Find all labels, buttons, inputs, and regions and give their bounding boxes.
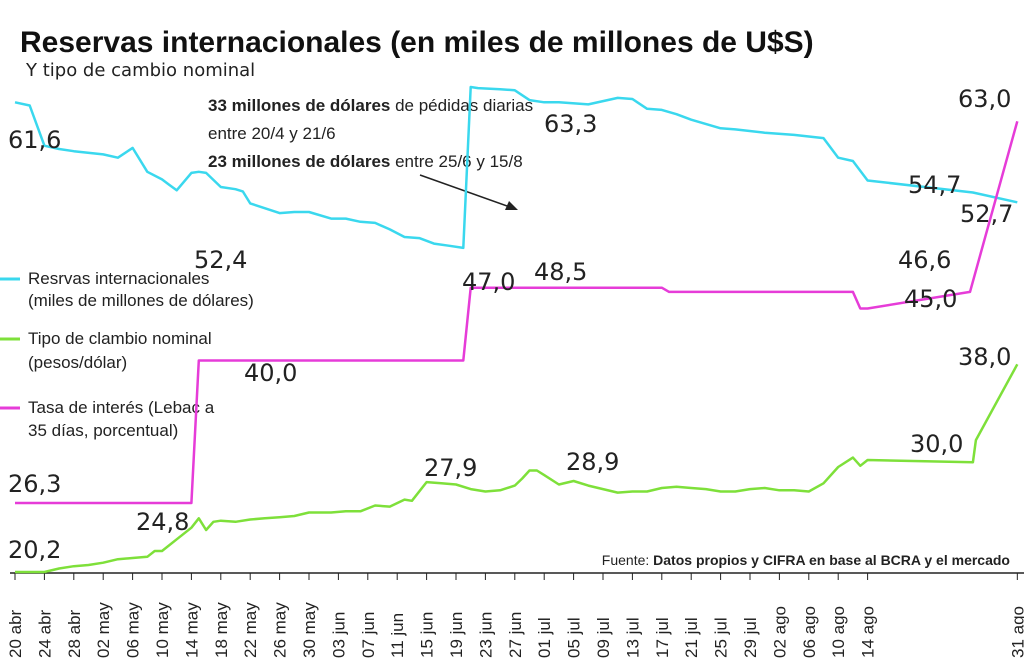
- x-tick-label: 06 may: [124, 602, 143, 658]
- x-tick-label: 05 jul: [565, 617, 584, 658]
- x-tick-label: 23 jun: [476, 612, 495, 658]
- x-tick-label: 10 may: [153, 602, 172, 658]
- data-label: 52,4: [194, 246, 247, 274]
- annotation-line-1-rest: de pédidas diarias: [390, 96, 533, 115]
- x-tick-label: 14 ago: [859, 606, 878, 658]
- x-tick-label: 11 jun: [388, 613, 407, 658]
- x-tick-label: 19 jun: [447, 612, 466, 658]
- series-line-interest-rate: [15, 120, 1019, 505]
- data-label: 48,5: [534, 258, 587, 286]
- x-tick-label: 06 ago: [800, 606, 819, 658]
- plot-area: 20 abr 24 abr 28 abr 02 may 06 may 10 may 14 m…: [6, 85, 1024, 658]
- data-label: 27,9: [424, 454, 477, 482]
- annotation: 33 millones de dólares de pédidas diaria…: [208, 96, 533, 210]
- x-tick-label: 02 ago: [770, 606, 789, 658]
- annotation-line-3-bold: 23 millones de dólares: [208, 152, 390, 171]
- data-label: 52,7: [960, 200, 1013, 228]
- annotation-arrow-head: [505, 201, 518, 210]
- data-label: 61,6: [8, 126, 61, 154]
- data-label: 24,8: [136, 508, 189, 536]
- x-tick-label: 21 jul: [682, 617, 701, 658]
- x-tick-label: 28 abr: [65, 609, 84, 658]
- chart-subtitle: Y tipo de cambio nominal: [25, 60, 255, 81]
- x-tick-label: 07 jun: [359, 612, 378, 658]
- x-tick-label: 30 may: [300, 602, 319, 658]
- x-tick-label: 10 ago: [829, 606, 848, 658]
- x-tick-label: 09 jul: [594, 617, 613, 658]
- x-tick-label: 18 may: [212, 602, 231, 658]
- annotation-line-1: 33 millones de dólares de pédidas diaria…: [208, 96, 533, 115]
- x-tick-label: 17 jul: [653, 617, 672, 658]
- x-tick-label: 01 jul: [535, 617, 554, 658]
- annotation-line-3: 23 millones de dólares entre 25/6 y 15/8: [208, 152, 523, 171]
- legend-label-interest-rate-2: 35 días, porcentual): [28, 421, 178, 440]
- data-label: 46,6: [898, 246, 951, 274]
- legend-label-reserves-2: (miles de millones de dólares): [28, 291, 254, 310]
- chart-title: Reservas internacionales (en miles de mi…: [20, 26, 814, 59]
- data-label: 20,2: [8, 536, 61, 564]
- data-label: 63,0: [958, 85, 1011, 113]
- series-line-reserves: [14, 85, 1018, 250]
- data-label: 26,3: [8, 470, 61, 498]
- legend-label-exchange-rate-1: Tipo de clambio nominal: [28, 329, 212, 348]
- x-tick-label: 29 jul: [741, 617, 760, 658]
- source-text: Datos propios y CIFRA en base al BCRA y …: [653, 552, 1010, 568]
- data-label: 54,7: [908, 171, 961, 199]
- x-tick-label: 13 jul: [623, 617, 642, 658]
- data-label: 30,0: [910, 430, 963, 458]
- data-label: 63,3: [544, 110, 597, 138]
- x-tick-label: 24 abr: [35, 609, 54, 658]
- x-tick-label: 26 may: [271, 602, 290, 658]
- series-line-exchange-rate: [15, 363, 1019, 574]
- x-tick-label: 15 jun: [418, 612, 437, 658]
- source-prefix: Fuente:: [602, 552, 653, 568]
- data-label: 28,9: [566, 448, 619, 476]
- source-note: Fuente: Datos propios y CIFRA en base al…: [602, 552, 1010, 568]
- x-tick-label: 14 may: [182, 602, 201, 658]
- x-tick-label: 22 may: [241, 602, 260, 658]
- annotation-line-2: entre 20/4 y 21/6: [208, 124, 336, 143]
- x-tick-label: 03 jun: [329, 612, 348, 658]
- data-label: 47,0: [462, 268, 515, 296]
- x-tick-label: 27 jun: [506, 612, 525, 658]
- legend-label-reserves-1: Resrvas internacionales: [28, 269, 209, 288]
- annotation-line-1-bold: 33 millones de dólares: [208, 96, 390, 115]
- data-label: 45,0: [904, 285, 957, 313]
- x-tick-label: 25 jul: [712, 617, 731, 658]
- data-label: 40,0: [244, 359, 297, 387]
- legend: Resrvas internacionales (miles de millon…: [0, 269, 254, 440]
- legend-label-exchange-rate-2: (pesos/dólar): [28, 353, 127, 372]
- annotation-line-3-rest: entre 25/6 y 15/8: [390, 152, 522, 171]
- x-tick-label: 02 may: [94, 602, 113, 658]
- x-tick-label: 20 abr: [6, 609, 25, 658]
- data-label: 38,0: [958, 343, 1011, 371]
- legend-label-interest-rate-1: Tasa de interés (Lebac a: [28, 398, 215, 417]
- x-tick-label: 31 ago: [1008, 606, 1024, 658]
